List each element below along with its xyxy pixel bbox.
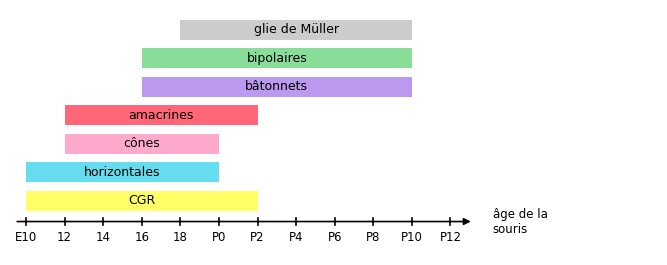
Text: P10: P10 — [401, 231, 423, 244]
FancyBboxPatch shape — [65, 134, 219, 154]
Text: P6: P6 — [327, 231, 342, 244]
Text: âge de la
souris: âge de la souris — [493, 207, 548, 236]
Text: P2: P2 — [250, 231, 265, 244]
Text: CGR: CGR — [128, 195, 155, 207]
Text: bâtonnets: bâtonnets — [245, 80, 308, 93]
FancyBboxPatch shape — [65, 105, 257, 125]
Text: E10: E10 — [15, 231, 37, 244]
Text: glie de Müller: glie de Müller — [253, 23, 339, 36]
Text: P12: P12 — [440, 231, 462, 244]
Text: 18: 18 — [173, 231, 188, 244]
Text: 16: 16 — [134, 231, 149, 244]
Text: P4: P4 — [289, 231, 303, 244]
FancyBboxPatch shape — [180, 20, 412, 39]
Text: P0: P0 — [211, 231, 226, 244]
FancyBboxPatch shape — [26, 191, 257, 211]
FancyBboxPatch shape — [142, 77, 412, 97]
Text: horizontales: horizontales — [84, 166, 161, 179]
FancyBboxPatch shape — [26, 162, 219, 182]
Text: bipolaires: bipolaires — [246, 52, 307, 65]
Text: cônes: cônes — [123, 137, 160, 150]
Text: P8: P8 — [366, 231, 380, 244]
Text: amacrines: amacrines — [128, 109, 193, 122]
Text: 14: 14 — [95, 231, 111, 244]
Text: 12: 12 — [57, 231, 72, 244]
FancyBboxPatch shape — [142, 48, 412, 68]
